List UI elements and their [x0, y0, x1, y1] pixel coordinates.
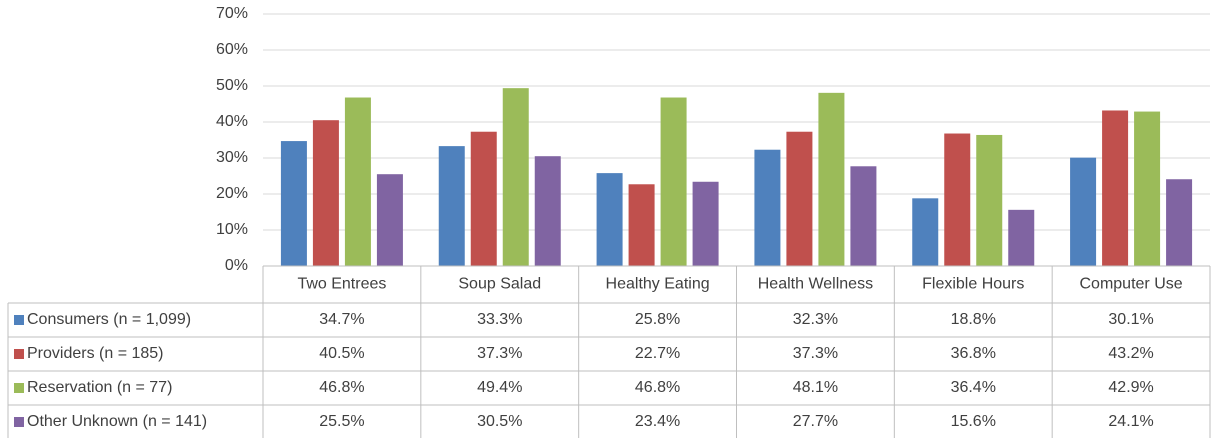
bar — [438, 146, 465, 266]
table-cell: 25.8% — [635, 311, 680, 328]
bar — [976, 134, 1003, 266]
table-cell: 30.1% — [1108, 311, 1153, 328]
legend-swatch — [14, 417, 24, 427]
bar — [1134, 111, 1161, 266]
bar — [944, 133, 971, 266]
x-tick-label: Computer Use — [1080, 276, 1183, 293]
bar — [818, 92, 845, 266]
y-tick-label: 40% — [216, 113, 248, 130]
table-cell: 18.8% — [951, 311, 996, 328]
legend-label: Providers (n = 185) — [27, 345, 164, 362]
bar — [376, 174, 403, 266]
bar — [1102, 110, 1129, 266]
table-cell: 25.5% — [319, 413, 364, 430]
y-tick-label: 10% — [216, 221, 248, 238]
table-cell: 34.7% — [319, 311, 364, 328]
x-tick-label: Health Wellness — [758, 276, 873, 293]
table-cell: 36.4% — [951, 379, 996, 396]
legend-label: Consumers (n = 1,099) — [27, 311, 191, 328]
y-tick-label: 30% — [216, 149, 248, 166]
bar — [786, 131, 813, 266]
table-cell: 46.8% — [319, 379, 364, 396]
bar — [596, 173, 623, 266]
x-tick-label: Healthy Eating — [606, 276, 710, 293]
table-cell: 49.4% — [477, 379, 522, 396]
bar — [850, 166, 877, 266]
table-cell: 48.1% — [793, 379, 838, 396]
bar — [754, 149, 781, 266]
bar — [280, 141, 307, 266]
table-cell: 30.5% — [477, 413, 522, 430]
bar — [470, 131, 497, 266]
table-cell: 36.8% — [951, 345, 996, 362]
y-tick-label: 0% — [225, 257, 248, 274]
bar — [344, 97, 371, 267]
bar — [534, 156, 561, 266]
y-tick-label: 60% — [216, 41, 248, 58]
table-cell: 27.7% — [793, 413, 838, 430]
y-tick-label: 70% — [216, 5, 248, 22]
bar — [1008, 209, 1035, 266]
table-cell: 33.3% — [477, 311, 522, 328]
table-cell: 32.3% — [793, 311, 838, 328]
bar — [502, 88, 529, 266]
table-cell: 40.5% — [319, 345, 364, 362]
legend-swatch — [14, 383, 24, 393]
bar — [312, 120, 339, 266]
legend-label: Reservation (n = 77) — [27, 379, 172, 396]
x-tick-label: Flexible Hours — [922, 276, 1024, 293]
table-cell: 37.3% — [793, 345, 838, 362]
table-cell: 43.2% — [1108, 345, 1153, 362]
table-cell: 37.3% — [477, 345, 522, 362]
table-cell: 22.7% — [635, 345, 680, 362]
bar — [1070, 157, 1097, 266]
table-cell: 42.9% — [1108, 379, 1153, 396]
y-tick-label: 50% — [216, 77, 248, 94]
bar — [628, 184, 655, 266]
table-cell: 46.8% — [635, 379, 680, 396]
bar — [692, 181, 719, 266]
legend-label: Other Unknown (n = 141) — [27, 413, 207, 430]
table-cell: 15.6% — [951, 413, 996, 430]
bar — [912, 198, 939, 266]
table-cell: 23.4% — [635, 413, 680, 430]
x-tick-label: Two Entrees — [297, 276, 386, 293]
legend-swatch — [14, 315, 24, 325]
bar — [1166, 179, 1193, 266]
legend-swatch — [14, 349, 24, 359]
table-cell: 24.1% — [1108, 413, 1153, 430]
y-tick-label: 20% — [216, 185, 248, 202]
x-tick-label: Soup Salad — [458, 276, 541, 293]
bar — [660, 97, 687, 267]
